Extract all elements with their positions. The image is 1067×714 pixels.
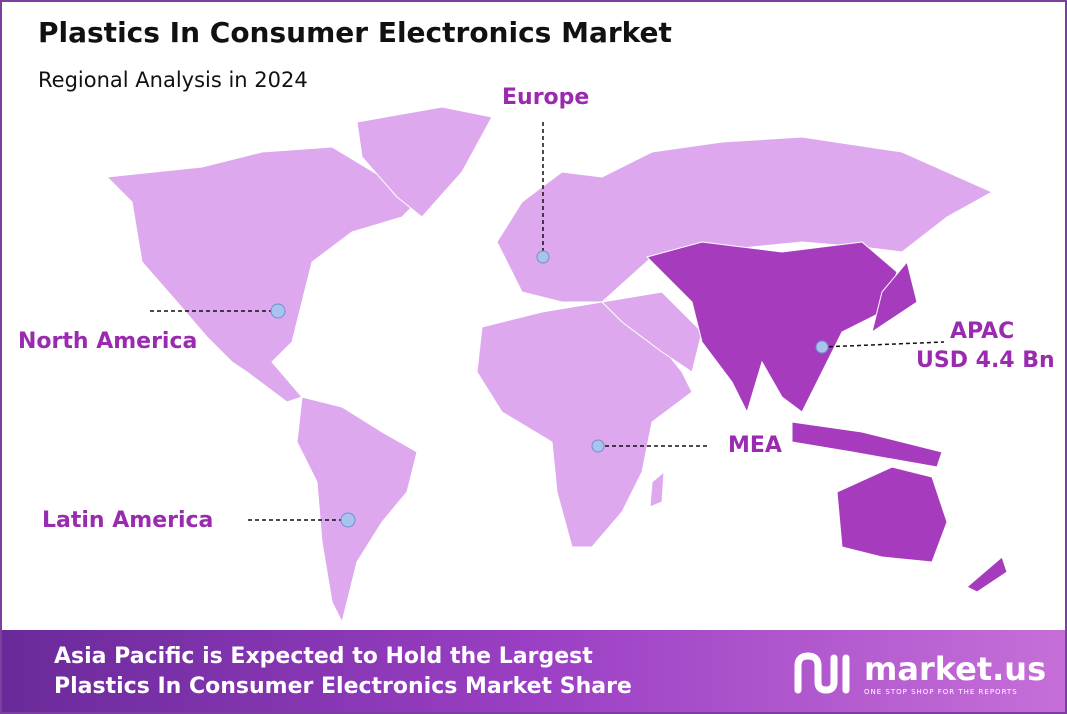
brand-name: market.us [864, 650, 1047, 688]
region-dot [591, 439, 605, 453]
footer-line: Plastics In Consumer Electronics Market … [54, 674, 632, 699]
region-dot [815, 340, 829, 354]
region-dot [536, 250, 550, 264]
region-dot [340, 512, 356, 528]
brand-logo [794, 652, 850, 694]
greenland [356, 106, 493, 218]
asia-pacific [646, 241, 898, 414]
new-zealand [966, 556, 1008, 593]
footer-line: Asia Pacific is Expected to Hold the Lar… [54, 644, 593, 669]
region-label: Latin America [42, 508, 214, 533]
north-america [105, 146, 423, 403]
middle-east [600, 291, 703, 373]
world-map [105, 106, 1008, 624]
australia [836, 466, 948, 563]
region-dot [270, 303, 286, 319]
region-value: USD 4.4 Bn [916, 348, 1055, 373]
region-label: North America [18, 329, 198, 354]
madagascar [649, 470, 665, 508]
brand-tagline: ONE STOP SHOP FOR THE REPORTS [864, 688, 1018, 696]
region-label: Europe [502, 85, 590, 110]
south-america [296, 396, 418, 624]
leader-line [821, 341, 945, 348]
region-label: MEA [728, 433, 782, 458]
title: Plastics In Consumer Electronics Market [38, 16, 672, 49]
region-label: APAC [950, 319, 1015, 344]
japan [871, 260, 918, 334]
indonesia [791, 421, 943, 468]
subtitle: Regional Analysis in 2024 [38, 68, 308, 92]
footer-banner: Asia Pacific is Expected to Hold the Lar… [2, 630, 1065, 712]
